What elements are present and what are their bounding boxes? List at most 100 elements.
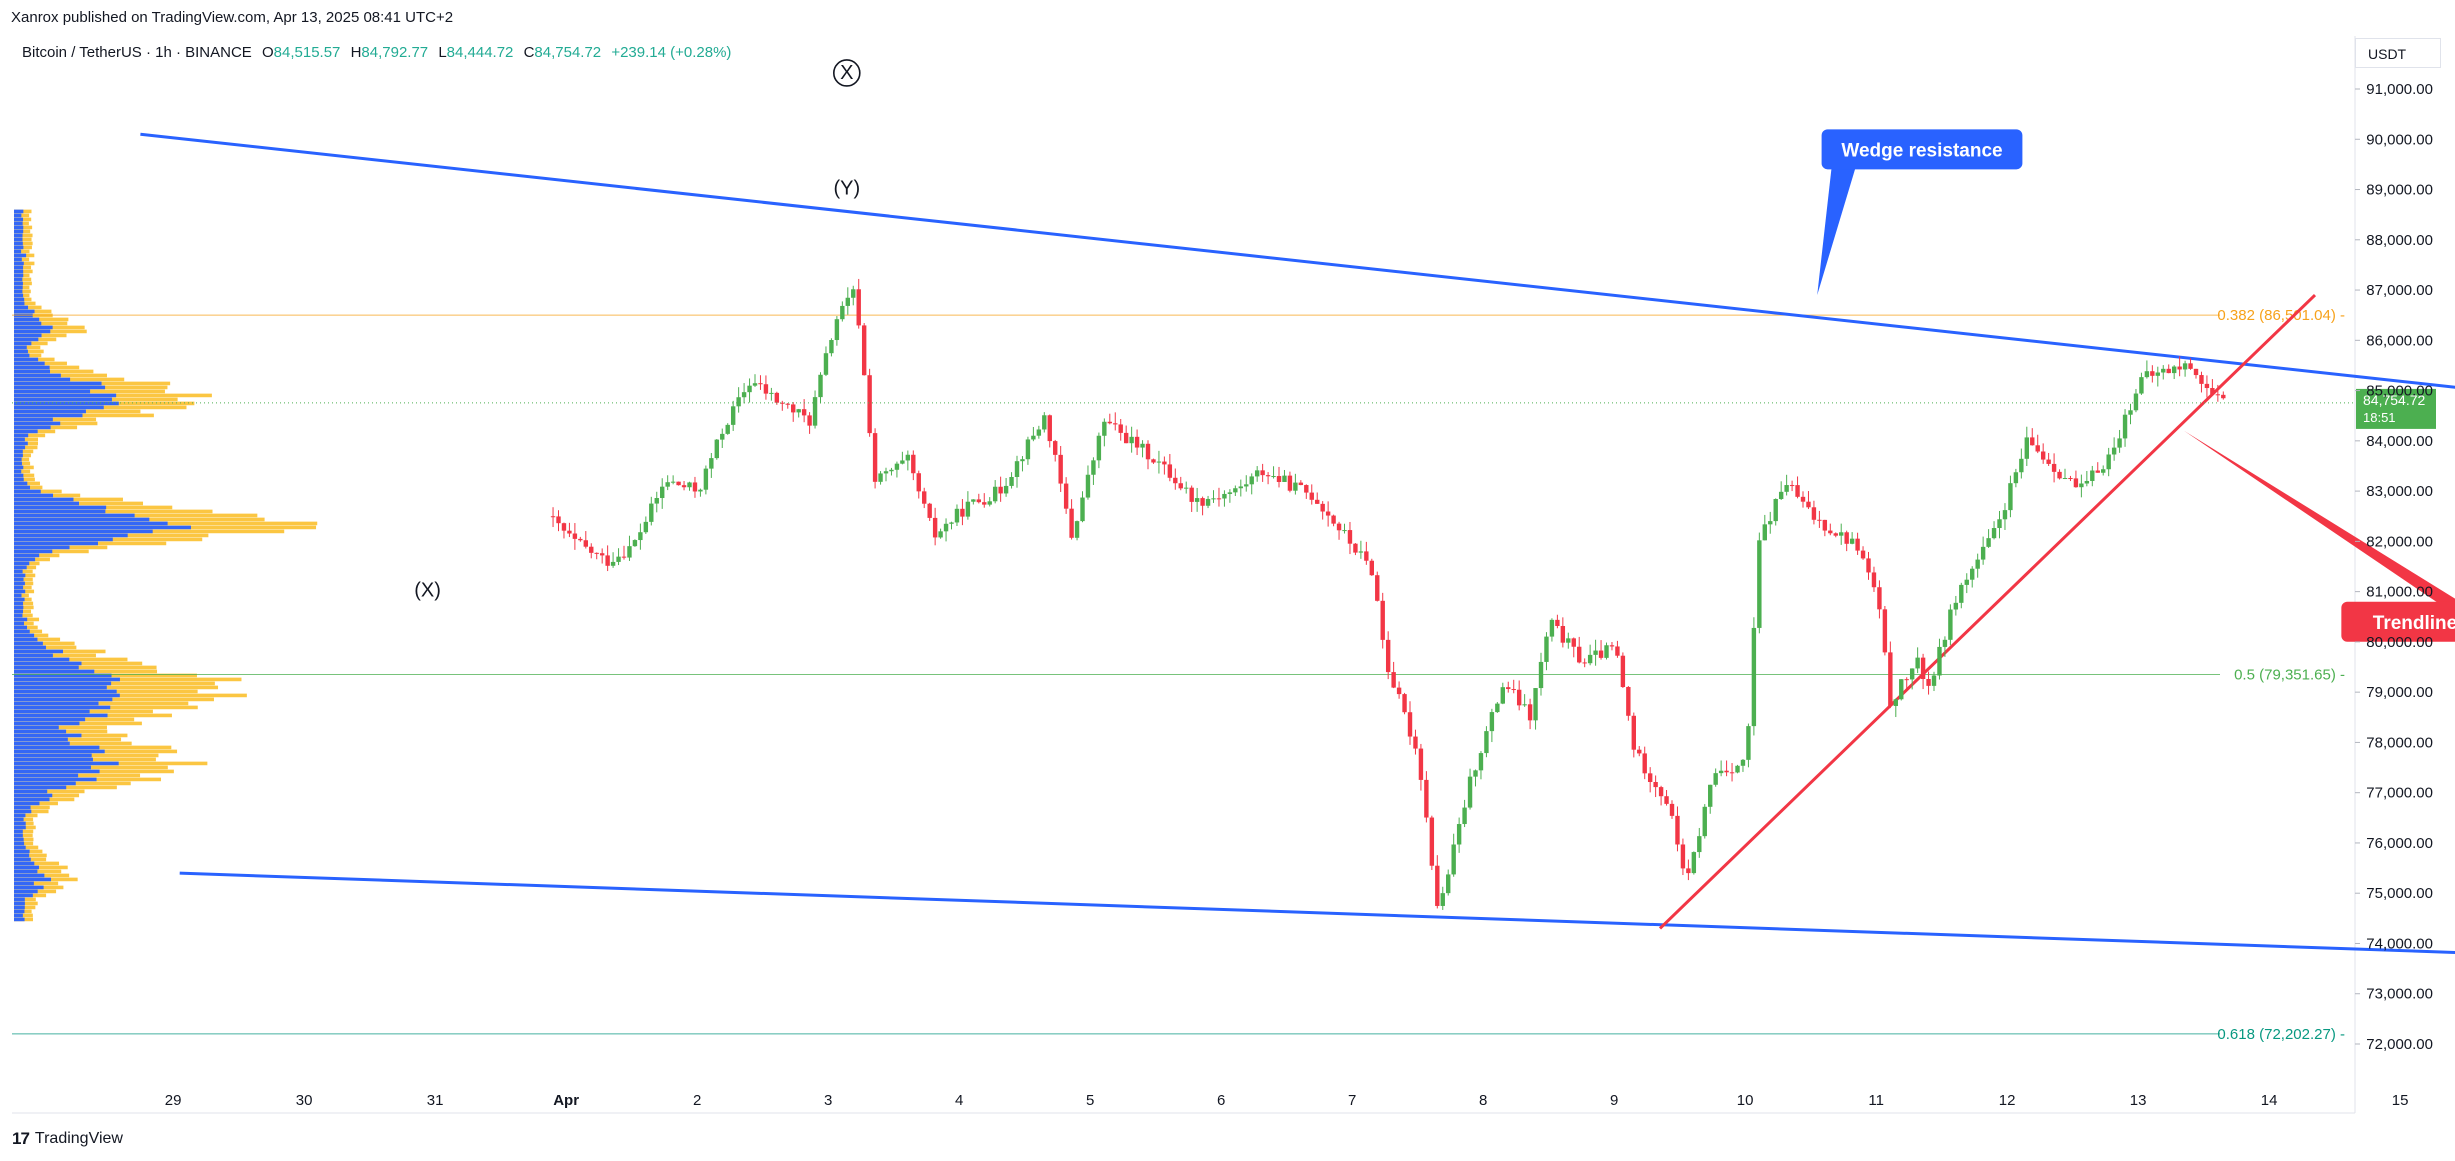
volume-bar-down [14, 681, 112, 686]
candle-body [747, 385, 752, 393]
candle-body [1282, 475, 1287, 482]
volume-bar-up [14, 233, 33, 238]
volume-bar-up [14, 829, 34, 834]
candle-body [1757, 540, 1762, 628]
volume-bar-down [14, 881, 34, 886]
candle-body [1822, 519, 1828, 531]
callout-pointer [1817, 167, 1856, 296]
candle-body [1396, 687, 1402, 695]
candle-body [670, 481, 676, 483]
currency-unit-button[interactable]: USDT [2355, 38, 2441, 68]
candle-body [654, 498, 659, 504]
candle-body [676, 481, 681, 486]
candle-body [1642, 753, 1647, 774]
tradingview-logo-icon: 17 [12, 1129, 30, 1148]
candle-body [1571, 638, 1576, 647]
candle-body [987, 501, 992, 505]
candle-body [845, 297, 850, 306]
volume-bar-up [14, 725, 107, 730]
volume-bar-down [14, 501, 80, 506]
volume-bar-down [14, 645, 46, 650]
y-tick-label: 85,000.00 [2366, 383, 2433, 400]
volume-bar-down [14, 573, 26, 578]
candle-body [2101, 469, 2106, 473]
callout-annotations: Wedge resistance Trendline is breaking do… [1817, 129, 2455, 642]
candle-body [2073, 478, 2079, 488]
volume-bar-down [14, 301, 25, 306]
volume-bar-up [14, 605, 34, 610]
volume-bar-down [14, 629, 30, 634]
candle-body [2111, 447, 2117, 455]
candle-body [556, 516, 561, 524]
candle-body [1320, 503, 1325, 512]
candle-body [1189, 487, 1194, 502]
volume-bar-down [14, 401, 119, 406]
volume-bar-up [14, 417, 97, 422]
candle-body [1560, 625, 1566, 643]
volume-bar-up [14, 693, 247, 698]
volume-bar-down [14, 713, 108, 718]
volume-bar-up [14, 613, 33, 618]
volume-bar-down [14, 741, 70, 746]
candle-body [1178, 483, 1183, 489]
volume-bar-up [14, 665, 157, 670]
volume-bar-down [14, 333, 42, 338]
volume-bar-up [14, 369, 94, 374]
candle-body [1697, 836, 1702, 853]
candle-body [578, 538, 583, 541]
candle-body [1063, 483, 1069, 509]
x-tick-label: 7 [1348, 1092, 1356, 1109]
candle-body [1413, 736, 1418, 749]
volume-bar-down [14, 597, 25, 602]
candle-body [851, 289, 856, 298]
volume-bar-up [14, 865, 68, 870]
fib-level-label: 0.618 (72,202.27) - [2217, 1026, 2345, 1043]
volume-bar-up [14, 261, 35, 266]
volume-bar-down [14, 705, 111, 710]
volume-bar-down [14, 885, 44, 890]
candle-body [774, 392, 780, 403]
candle-body [1238, 486, 1243, 489]
candle-body [780, 402, 785, 404]
candle-body [2002, 510, 2008, 520]
candle-body [812, 397, 818, 426]
fib-level-label: 0.382 (86,501.04) - [2217, 307, 2345, 324]
candle-body [1249, 476, 1254, 485]
symbol-title[interactable]: Bitcoin / TetherUS · 1h · BINANCE [22, 44, 252, 61]
volume-bar-down [14, 781, 76, 786]
candle-body [1025, 439, 1031, 460]
volume-bar-down [14, 369, 51, 374]
candle-body [1156, 461, 1162, 463]
volume-bar-down [14, 281, 23, 286]
candle-body [1675, 815, 1680, 845]
candle-body [1735, 765, 1740, 773]
y-tick-label: 83,000.00 [2366, 483, 2433, 500]
volume-bar-down [14, 253, 27, 258]
candle-body [1478, 753, 1484, 771]
candle-body [1931, 675, 1937, 686]
volume-bar-down [14, 553, 40, 558]
callout-text: Trendline is breaking down! [2373, 613, 2455, 634]
volume-bar-down [14, 389, 91, 394]
volume-bar-down [14, 601, 24, 606]
candle-body [1593, 650, 1598, 655]
candle-body [1768, 521, 1773, 525]
x-tick-label: 8 [1479, 1092, 1487, 1109]
volume-bar-up [14, 281, 32, 286]
candle-body [1566, 638, 1571, 643]
volume-bar-down [14, 293, 24, 298]
volume-bar-down [14, 437, 25, 442]
volume-bar-down [14, 433, 29, 438]
candle-body [572, 533, 578, 539]
candle-body [1435, 865, 1440, 906]
candle-body [796, 409, 801, 413]
candle-body [1669, 803, 1675, 816]
candle-body [1145, 443, 1151, 460]
volume-bar-down [14, 421, 61, 426]
low-label: L [438, 44, 447, 61]
candle-body [1516, 689, 1522, 706]
candle-body [1522, 704, 1527, 706]
candle-body [1222, 493, 1227, 499]
tradingview-brand[interactable]: 17 TradingView [12, 1129, 123, 1149]
